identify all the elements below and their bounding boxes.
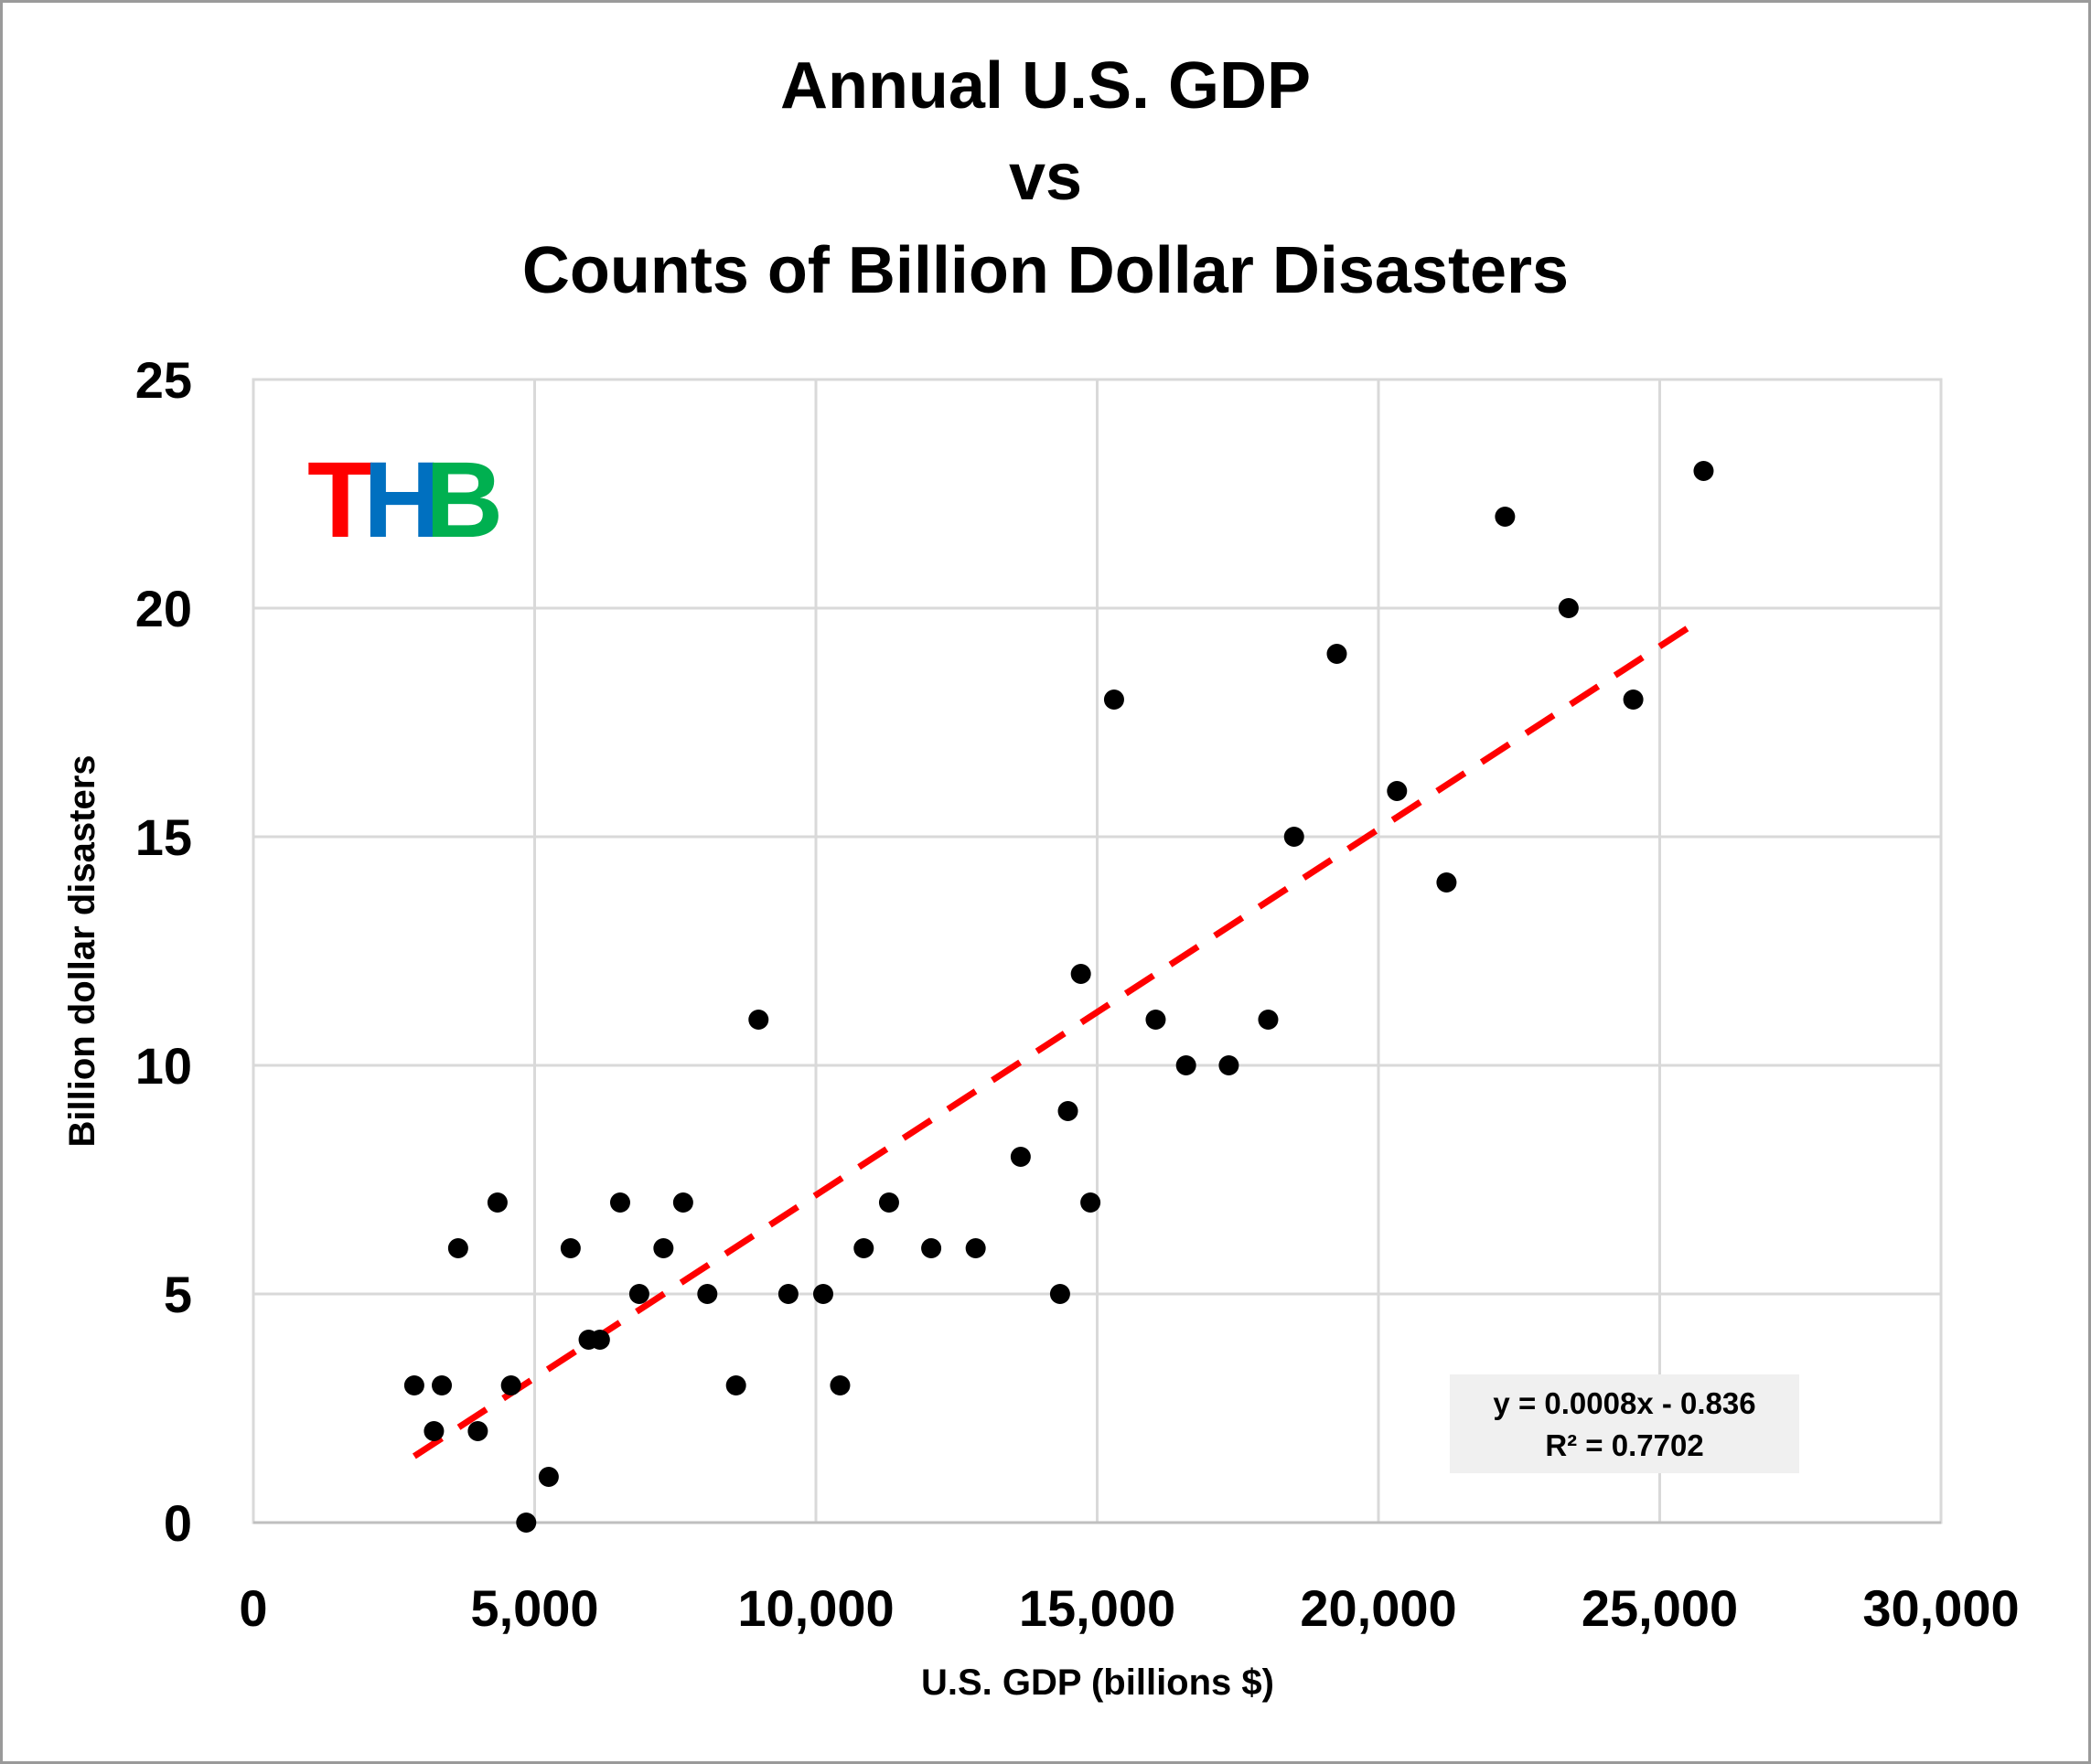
scatter-point [697,1284,718,1304]
x-tick-label: 15,000 [1019,1579,1175,1637]
scatter-point [748,1010,769,1030]
logo-letter-h: H [363,440,441,561]
logo-letter-b: B [425,440,503,561]
x-tick-label: 20,000 [1300,1579,1456,1637]
scatter-point [487,1192,508,1213]
scatter-point [560,1238,581,1258]
scatter-point [777,1284,799,1304]
scatter-points [403,461,1714,1533]
scatter-point [965,1238,986,1258]
scatter-point [830,1375,851,1395]
logo-letter-t: T [307,440,373,561]
y-tick-label: 20 [135,580,192,637]
scatter-point [500,1375,521,1395]
scatter-point [812,1284,833,1304]
chart-title-line-1: Annual U.S. GDP [780,49,1311,123]
y-tick-label: 10 [135,1037,192,1095]
scatter-point [403,1375,424,1395]
scatter-point [1145,1010,1166,1030]
gridlines [253,380,1941,1523]
scatter-point [1175,1055,1196,1075]
scatter-point [589,1330,610,1350]
scatter-point [1057,1101,1078,1121]
y-tick-label: 5 [164,1266,192,1323]
scatter-point [1326,644,1347,664]
scatter-point [1010,1147,1031,1167]
scatter-point [1623,690,1644,710]
scatter-point [424,1421,445,1441]
scatter-point [516,1513,537,1533]
trendline-layer [412,615,1706,1459]
x-tick-labels: 0 5,000 10,000 15,000 20,000 25,000 30,000 [239,1579,2019,1637]
trendline-equation: y = 0.0008x - 0.836 [1493,1386,1755,1420]
scatter-point [1258,1010,1279,1030]
scatter-point [609,1192,630,1213]
scatter-point [853,1238,874,1258]
scatter-point [878,1192,899,1213]
x-tick-label: 30,000 [1862,1579,2019,1637]
scatter-point [1693,461,1714,481]
x-axis-label: U.S. GDP (billions $) [921,1662,1274,1703]
thb-logo: T H B [307,440,503,561]
scatter-point [1070,964,1091,984]
scatter-point [628,1284,649,1304]
scatter-point [672,1192,693,1213]
scatter-point [447,1238,468,1258]
x-tick-label: 10,000 [737,1579,894,1637]
scatter-point [653,1238,674,1258]
y-axis-label: Billion dollar disasters [62,754,102,1147]
scatter-point [1103,690,1124,710]
scatter-point [1218,1055,1239,1075]
trendline [412,615,1706,1459]
scatter-point [432,1375,453,1395]
y-tick-label: 0 [164,1494,192,1552]
x-tick-label: 25,000 [1582,1579,1738,1637]
scatter-point [467,1421,488,1441]
scatter-point [1049,1284,1070,1304]
scatter-point [921,1238,942,1258]
scatter-point [1558,598,1579,618]
y-tick-labels: 0 5 10 15 20 25 [135,351,192,1552]
scatter-point [1387,781,1408,801]
scatter-point [1080,1192,1101,1213]
scatter-point [1495,507,1516,527]
scatter-point [725,1375,746,1395]
scatter-point [538,1467,559,1487]
equation-box: y = 0.0008x - 0.836 R² = 0.7702 [1450,1374,1799,1473]
chart-title-line-3: Counts of Billion Dollar Disasters [522,234,1569,307]
x-tick-label: 5,000 [470,1579,598,1637]
equation-box-bg [1450,1374,1799,1473]
y-tick-label: 15 [135,808,192,866]
y-tick-label: 25 [135,351,192,409]
scatter-point [1436,872,1457,893]
trendline-r-squared: R² = 0.7702 [1545,1428,1703,1462]
x-tick-label: 0 [239,1579,267,1637]
chart-title-line-2: vs [1009,141,1082,214]
scatter-point [1283,827,1304,847]
